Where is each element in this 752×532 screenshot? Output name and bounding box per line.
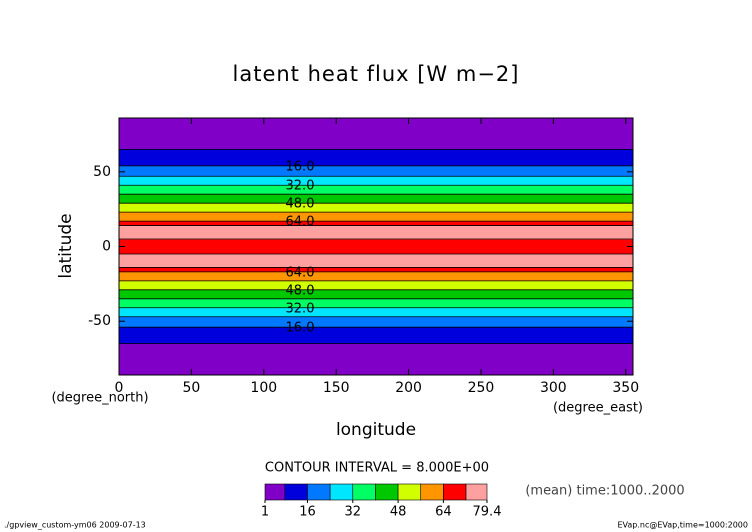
- x-tick-label: 350: [612, 380, 639, 396]
- contour-band: [119, 149, 633, 166]
- contour-interval: CONTOUR INTERVAL = 8.000E+00: [265, 461, 489, 476]
- colorbar-label: 16: [299, 505, 316, 520]
- contour-band: [119, 221, 633, 226]
- x-axis-label: longitude: [336, 420, 416, 440]
- contour-label: 48.0: [286, 283, 315, 298]
- contour-band: [119, 317, 633, 328]
- footer-left: ./gpview_custom-ym06 2009-07-13: [4, 521, 146, 530]
- contour-band: [119, 281, 633, 290]
- contour-band: [119, 176, 633, 186]
- note: (mean) time:1000..2000: [525, 484, 684, 499]
- contour-band: [119, 344, 633, 375]
- chart-title: latent heat flux [W m−2]: [233, 62, 520, 86]
- contour-label: 64.0: [286, 265, 315, 280]
- colorbar-box: [284, 483, 308, 501]
- colorbar-box: [375, 483, 399, 501]
- colorbar-box: [307, 483, 331, 501]
- colorbar-box: [352, 483, 376, 501]
- contour-band: [119, 254, 633, 268]
- contour-band: [119, 308, 633, 317]
- colorbar-label: 79.4: [473, 505, 502, 520]
- x-tick-label: 100: [250, 380, 277, 396]
- contour-band: [119, 166, 633, 177]
- colorbar-label: 48: [390, 505, 407, 520]
- y-axis-label: latitude: [56, 213, 76, 278]
- colorbar-box: [465, 483, 488, 501]
- y-axis-unit: (degree_north): [51, 391, 148, 406]
- contour-band: [119, 226, 633, 240]
- colorbar-box: [329, 483, 354, 501]
- contour-band: [119, 203, 633, 213]
- x-tick-label: 300: [540, 380, 567, 396]
- x-tick-label: 250: [468, 380, 495, 396]
- contour-label: 32.0: [286, 179, 315, 194]
- y-tick-label: 0: [102, 239, 111, 255]
- colorbar-label: 32: [345, 505, 362, 520]
- y-tick-label: 50: [93, 164, 111, 180]
- colorbar-box: [397, 483, 422, 501]
- contour-band: [119, 290, 633, 299]
- contour-band: [119, 267, 633, 272]
- x-tick-label: 50: [182, 380, 200, 396]
- colorbar-label: 1: [261, 505, 269, 520]
- contour-band: [119, 194, 633, 204]
- footer-right: EVap.nc@EVap,time=1000:2000: [617, 521, 748, 530]
- contour-band: [119, 327, 633, 344]
- contour-band: [119, 118, 633, 150]
- x-axis-unit: (degree_east): [553, 401, 643, 416]
- x-tick-label: 0: [115, 380, 124, 396]
- contour-label: 16.0: [286, 321, 315, 336]
- contour-label: 32.0: [286, 301, 315, 316]
- contour-label: 48.0: [286, 197, 315, 212]
- contour-band: [119, 185, 633, 195]
- contour-band: [119, 212, 633, 222]
- colorbar-label: 64: [435, 505, 452, 520]
- contour-band: [119, 272, 633, 281]
- contour-band: [119, 299, 633, 308]
- colorbar-box: [264, 483, 286, 501]
- colorbar-box: [443, 483, 467, 501]
- y-tick-label: -50: [88, 313, 111, 329]
- contour-band: [119, 239, 633, 254]
- contour-label: 64.0: [286, 215, 315, 230]
- x-tick-label: 200: [395, 380, 422, 396]
- contour-label: 16.0: [286, 159, 315, 174]
- x-tick-label: 150: [323, 380, 350, 396]
- colorbar-box: [420, 483, 444, 501]
